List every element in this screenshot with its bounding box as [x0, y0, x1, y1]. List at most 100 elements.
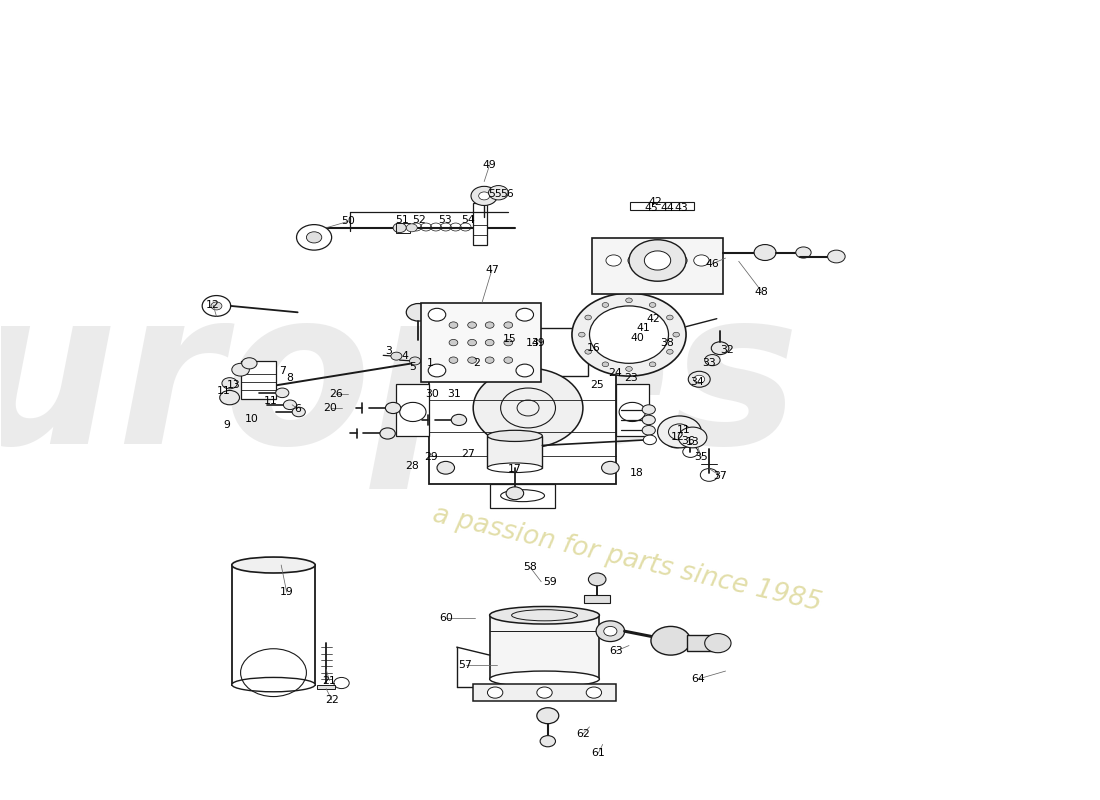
Bar — [232, 565, 316, 685]
Circle shape — [485, 339, 494, 346]
Circle shape — [390, 352, 402, 360]
Circle shape — [485, 322, 494, 328]
Circle shape — [473, 368, 583, 448]
Circle shape — [694, 255, 710, 266]
Text: 61: 61 — [592, 748, 605, 758]
Bar — [490, 484, 556, 508]
Ellipse shape — [487, 430, 542, 442]
Circle shape — [488, 186, 508, 200]
Circle shape — [629, 240, 686, 282]
Circle shape — [626, 298, 632, 302]
Circle shape — [658, 416, 702, 448]
Circle shape — [604, 626, 617, 636]
Text: 64: 64 — [691, 674, 705, 684]
Bar — [487, 436, 542, 468]
Text: 35: 35 — [694, 452, 708, 462]
Circle shape — [649, 302, 656, 307]
Bar — [456, 328, 588, 376]
Circle shape — [242, 358, 257, 369]
Text: 20: 20 — [323, 403, 338, 413]
Text: 12: 12 — [670, 433, 684, 442]
Text: 32: 32 — [719, 345, 734, 354]
Circle shape — [667, 350, 673, 354]
Circle shape — [602, 362, 608, 366]
Text: 15: 15 — [503, 334, 516, 345]
Text: 5: 5 — [409, 362, 416, 371]
Circle shape — [222, 378, 238, 389]
Circle shape — [220, 390, 240, 405]
Text: 14: 14 — [526, 338, 539, 348]
Circle shape — [572, 293, 686, 376]
Text: europes: europes — [0, 279, 800, 489]
Text: 41: 41 — [637, 323, 650, 334]
Circle shape — [651, 626, 691, 655]
Bar — [490, 615, 600, 679]
Circle shape — [468, 339, 476, 346]
Circle shape — [276, 388, 289, 398]
Text: 50: 50 — [341, 217, 355, 226]
Circle shape — [679, 427, 707, 448]
Bar — [318, 685, 334, 689]
Text: 2: 2 — [473, 358, 480, 367]
Circle shape — [795, 247, 811, 258]
Circle shape — [683, 433, 698, 444]
Text: 51: 51 — [395, 215, 409, 225]
Circle shape — [409, 357, 420, 365]
Circle shape — [712, 342, 729, 354]
Text: 55: 55 — [488, 190, 502, 199]
Text: 33: 33 — [702, 358, 716, 367]
Circle shape — [379, 428, 395, 439]
Circle shape — [602, 302, 608, 307]
Bar — [420, 302, 541, 382]
Text: 19: 19 — [279, 587, 294, 597]
Text: 11: 11 — [676, 426, 691, 435]
Circle shape — [232, 363, 250, 376]
Text: 17: 17 — [508, 464, 521, 474]
Text: 26: 26 — [329, 390, 343, 399]
Text: a passion for parts since 1985: a passion for parts since 1985 — [430, 502, 824, 617]
Circle shape — [437, 354, 454, 366]
Circle shape — [588, 573, 606, 586]
Text: 9: 9 — [223, 420, 230, 430]
Circle shape — [645, 251, 671, 270]
Circle shape — [585, 350, 592, 354]
Text: 48: 48 — [755, 286, 769, 297]
Circle shape — [504, 322, 513, 328]
Circle shape — [537, 687, 552, 698]
Circle shape — [628, 255, 643, 266]
Circle shape — [694, 375, 705, 383]
Circle shape — [430, 313, 450, 327]
Text: 11: 11 — [263, 396, 277, 406]
Circle shape — [590, 306, 669, 363]
Circle shape — [506, 487, 524, 500]
Circle shape — [705, 354, 720, 366]
Text: 4: 4 — [402, 351, 408, 361]
Text: 10: 10 — [244, 414, 258, 424]
Circle shape — [451, 414, 466, 426]
Text: 37: 37 — [713, 470, 727, 481]
Circle shape — [672, 255, 688, 266]
Circle shape — [642, 405, 656, 414]
Text: 30: 30 — [426, 389, 440, 398]
Bar — [396, 384, 429, 436]
Circle shape — [626, 366, 632, 371]
Bar — [592, 238, 724, 294]
Circle shape — [449, 357, 458, 363]
Text: 24: 24 — [608, 368, 622, 378]
Ellipse shape — [232, 678, 316, 692]
Circle shape — [537, 708, 559, 724]
Circle shape — [406, 224, 417, 232]
Circle shape — [468, 357, 476, 363]
Text: 54: 54 — [461, 215, 474, 225]
Circle shape — [540, 736, 556, 746]
Text: 58: 58 — [524, 562, 537, 573]
Text: 40: 40 — [630, 333, 645, 343]
Text: 29: 29 — [425, 452, 439, 462]
Text: 45: 45 — [645, 203, 658, 213]
Circle shape — [596, 621, 625, 642]
Text: 18: 18 — [630, 468, 644, 478]
Bar — [584, 595, 610, 603]
Circle shape — [406, 303, 430, 321]
Text: 25: 25 — [591, 380, 604, 390]
Circle shape — [673, 332, 680, 337]
